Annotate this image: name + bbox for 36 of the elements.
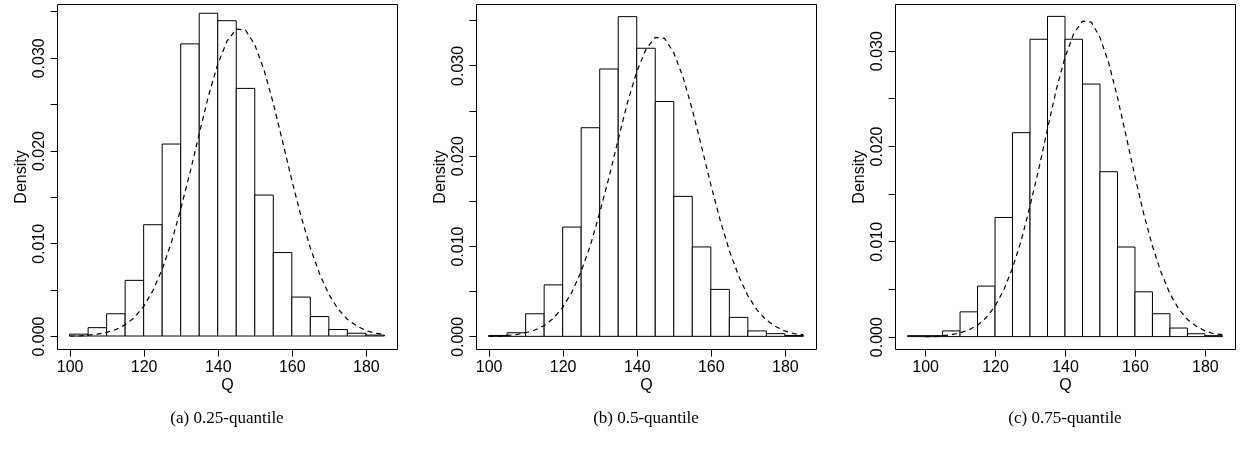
y-tick-label: 0.020 bbox=[867, 126, 885, 167]
text: (b) 0.5-quantile bbox=[593, 408, 699, 427]
x-tick-label: 160 bbox=[1122, 357, 1149, 375]
y-tick-label: 0.030 bbox=[29, 38, 47, 79]
x-tick-label: 100 bbox=[912, 357, 940, 375]
text: (c) 0.75-quantile bbox=[1008, 408, 1122, 427]
x-tick-label: 120 bbox=[549, 357, 577, 375]
x-tick-label: 120 bbox=[982, 357, 1009, 375]
y-tick-label: 0.000 bbox=[29, 316, 47, 357]
y-tick-label: 0.000 bbox=[448, 316, 466, 357]
x-tick-label: 160 bbox=[278, 357, 306, 375]
x-tick-label: 100 bbox=[56, 357, 84, 375]
y-axis-title: Density bbox=[849, 150, 867, 204]
x-axis-title: Q bbox=[640, 375, 653, 393]
x-tick-label: 140 bbox=[623, 357, 651, 375]
x-tick-label: 160 bbox=[697, 357, 725, 375]
y-axis-title: Density bbox=[430, 150, 448, 204]
x-axis-title: Q bbox=[221, 375, 234, 393]
x-tick-label: 120 bbox=[130, 357, 158, 375]
x-tick-label: 180 bbox=[772, 357, 799, 375]
y-tick-label: 0.030 bbox=[448, 45, 466, 86]
x-tick-label: 180 bbox=[1192, 357, 1219, 375]
y-tick-label: 0.000 bbox=[867, 316, 885, 358]
x-tick-label: 140 bbox=[204, 357, 232, 375]
x-tick-label: 140 bbox=[1052, 357, 1079, 375]
y-tick-label: 0.010 bbox=[867, 221, 885, 262]
y-axis-title: Density bbox=[11, 150, 29, 204]
x-tick-label: 100 bbox=[475, 357, 503, 375]
y-tick-label: 0.010 bbox=[448, 226, 466, 267]
y-tick-label: 0.020 bbox=[448, 136, 466, 177]
y-tick-label: 0.030 bbox=[867, 31, 885, 72]
x-axis-title: Q bbox=[1059, 375, 1072, 393]
text: (a) 0.25-quantile bbox=[170, 408, 284, 427]
y-tick-label: 0.020 bbox=[29, 130, 47, 172]
y-tick-label: 0.010 bbox=[29, 223, 47, 264]
x-tick-label: 180 bbox=[353, 357, 380, 375]
